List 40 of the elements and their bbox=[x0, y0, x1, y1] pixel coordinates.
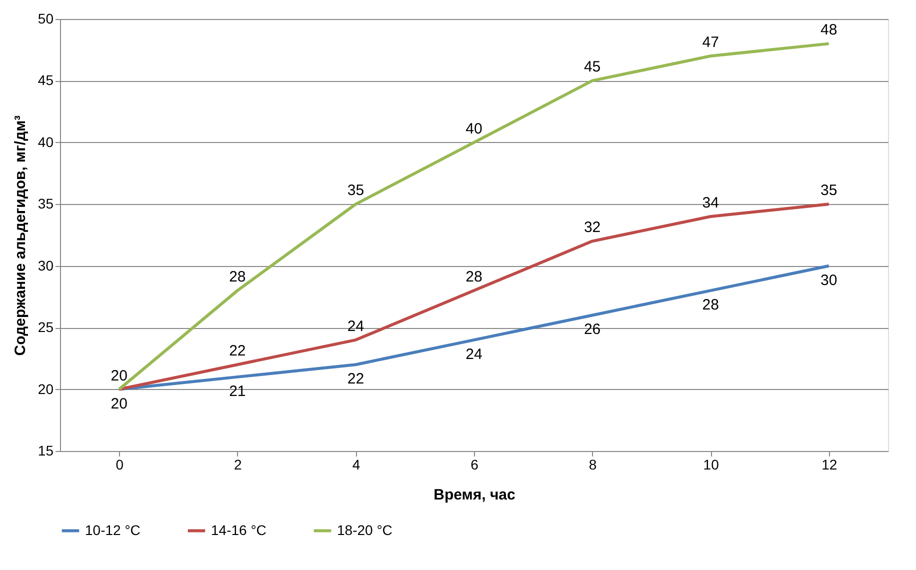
y-axis-title: Содержание альдегидов, мг/дм³ bbox=[12, 115, 29, 356]
x-tick-label: 4 bbox=[352, 456, 360, 472]
data-label: 48 bbox=[820, 22, 838, 39]
data-label: 28 bbox=[466, 268, 482, 286]
data-label: 24 bbox=[347, 318, 364, 335]
y-tick-label: 20 bbox=[38, 380, 54, 397]
data-label: 35 bbox=[820, 182, 838, 200]
y-tick-label: 30 bbox=[38, 257, 54, 274]
data-label: 35 bbox=[347, 182, 364, 200]
data-label: 22 bbox=[347, 370, 364, 388]
y-tick-label: 15 bbox=[38, 442, 54, 458]
legend-label: 18-20 °C bbox=[337, 522, 392, 538]
x-axis-title: Время, час bbox=[434, 486, 516, 504]
data-label: 21 bbox=[229, 382, 246, 400]
data-label: 22 bbox=[229, 342, 246, 360]
x-tick-label: 2 bbox=[234, 456, 242, 472]
x-tick-label: 0 bbox=[116, 456, 124, 472]
y-tick-label: 40 bbox=[38, 134, 54, 150]
data-label: 24 bbox=[466, 346, 482, 363]
data-label: 40 bbox=[466, 120, 482, 138]
x-tick-label: 8 bbox=[588, 456, 597, 472]
data-label: 34 bbox=[702, 194, 719, 212]
data-label: 45 bbox=[584, 58, 601, 76]
y-tick-label: 50 bbox=[38, 10, 54, 26]
data-label: 26 bbox=[584, 321, 601, 338]
y-tick-label: 25 bbox=[38, 319, 54, 336]
data-label: 20 bbox=[110, 395, 128, 412]
legend-label: 10-12 °C bbox=[85, 522, 140, 538]
data-label: 30 bbox=[820, 272, 838, 289]
y-tick-label: 45 bbox=[38, 72, 54, 88]
x-tick-label: 10 bbox=[703, 456, 720, 472]
data-label: 47 bbox=[702, 34, 719, 52]
data-label: 32 bbox=[584, 219, 601, 236]
data-label: 20 bbox=[110, 367, 128, 384]
data-label: 28 bbox=[702, 296, 719, 314]
legend-label: 14-16 °C bbox=[211, 522, 266, 538]
x-tick-label: 6 bbox=[470, 456, 479, 472]
x-tick-label: 12 bbox=[822, 456, 838, 472]
y-tick-label: 35 bbox=[38, 196, 54, 212]
data-label: 28 bbox=[229, 268, 246, 286]
